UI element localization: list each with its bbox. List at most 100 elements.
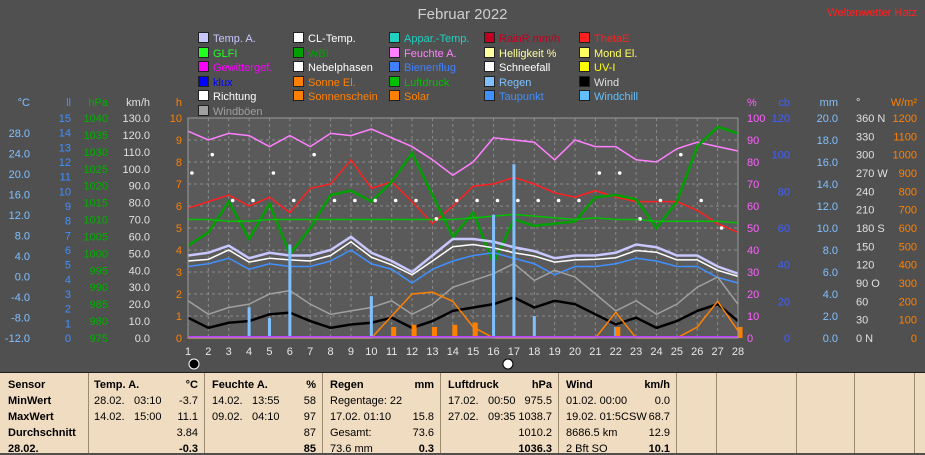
legend-swatch — [293, 61, 304, 72]
legend-label: ThetaE — [594, 33, 630, 45]
axis-tick-label: 90 O — [856, 278, 880, 290]
legend-swatch — [579, 32, 590, 43]
axis-tick-label: 60 — [856, 296, 868, 308]
legend-label: Schneefall — [499, 62, 551, 74]
temp-now: -0.3 — [179, 443, 198, 455]
x-tick-label: 18 — [528, 346, 540, 358]
axis-unit-label: h — [176, 97, 182, 109]
legend-item: Windböen — [198, 104, 263, 118]
bar-regen — [369, 296, 373, 338]
axis-tick-label: 5 — [65, 260, 71, 272]
axis-tick-label: -4.0 — [11, 292, 30, 304]
point-richtung — [597, 171, 602, 175]
legend-swatch — [579, 90, 590, 101]
axis-tick-label: 100 — [747, 113, 765, 125]
axis-tick-label: 70.0 — [129, 215, 150, 227]
legend-swatch — [484, 90, 495, 101]
axis-tick-label: 130.0 — [122, 113, 150, 125]
legend-label: Gewittergef. — [213, 62, 273, 74]
legend-item: CL-Temp. — [293, 32, 356, 45]
legend-label: Appar.-Temp. — [404, 33, 470, 45]
axis-tick-label: 0 N — [856, 333, 873, 345]
axis-tick-label: 1100 — [893, 131, 917, 143]
axis-unit-label: mm — [820, 97, 838, 109]
axis-tick-label: 3 — [176, 267, 182, 279]
plot-frame — [187, 117, 739, 339]
bar-sonnenschein — [391, 327, 397, 338]
axis-tick-label: 14 — [59, 128, 71, 140]
axis-tick-label: 30.0 — [129, 282, 150, 294]
axis-tick-label: 50 — [747, 223, 759, 235]
axis-tick-label: 80.0 — [129, 198, 150, 210]
legend-label: Bienenflug — [404, 62, 456, 74]
axis-tick-label: 0.0 — [135, 333, 150, 345]
line-wind — [187, 296, 739, 330]
line-windb-en — [187, 262, 739, 316]
druck-min-time: 00:50 — [488, 395, 516, 407]
axis-unit-label: ° — [856, 97, 860, 109]
legend-label: Feuchte A. — [404, 47, 457, 60]
axis-tick-label: 18.0 — [817, 135, 838, 147]
regen-unit: mm — [414, 379, 434, 391]
x-tick-label: 23 — [630, 346, 642, 358]
legend-label: RainR mm/h — [499, 33, 561, 45]
axis-tick-label: 1 — [65, 318, 71, 330]
axis-tick-label: 985 — [90, 299, 108, 311]
x-tick-label: 7 — [307, 346, 313, 358]
axis-tick-label: 20.0 — [9, 169, 30, 181]
legend-item: RainR mm/h — [484, 32, 560, 45]
axis-tick-label: 270 W — [856, 168, 888, 180]
axis-tick-label: 150 — [856, 241, 874, 253]
axis-tick-label: 16.0 — [817, 157, 838, 169]
point-richtung — [454, 198, 459, 203]
axis-tick-label: 900 — [899, 168, 917, 180]
legend-label: Sonnenschein — [308, 91, 378, 103]
axis-tick-label: 60 — [747, 201, 759, 213]
col-sensor: Sensor MinWert MaxWert Durchschnitt 28.0… — [0, 373, 89, 455]
legend-swatch — [579, 46, 590, 58]
bar-sonnenschein — [452, 324, 458, 338]
axis-tick-label: 240 — [856, 186, 874, 198]
axis-tick-label: 980 — [90, 316, 108, 328]
temp-max-value: 11.1 — [177, 411, 198, 423]
axis-tick-label: 60.0 — [129, 231, 150, 243]
temp-max-time: 15:00 — [134, 411, 162, 423]
legend-label: GLFI — [213, 47, 238, 60]
bar-sonnenschein — [431, 327, 437, 338]
wind-unit: km/h — [644, 379, 670, 391]
druck-max-date: 27.02. — [448, 411, 479, 423]
axis-tick-label: 120 — [856, 260, 874, 272]
druck-min-value: 975.5 — [524, 395, 552, 407]
legend-item: GLFI — [198, 46, 238, 60]
axis-unit-label: km/h — [126, 97, 150, 109]
legend-item: Appar.-Temp. — [389, 32, 469, 45]
point-richtung — [210, 152, 215, 157]
legend-item: Gewittergef. — [198, 61, 272, 74]
legend-label: Nebelphasen — [308, 62, 373, 74]
col-temp: Temp. A. °C 28.02. 03:10 -3.7 14.02. 15:… — [88, 373, 205, 455]
legend-item: Sonne El. — [293, 75, 356, 89]
axis-tick-label: 800 — [899, 186, 917, 198]
temp-head: Temp. A. — [94, 379, 140, 391]
line-temp-a- — [187, 235, 739, 275]
legend-swatch — [198, 90, 209, 101]
bar-sonnenschein — [615, 327, 621, 338]
col-empty-4 — [854, 373, 915, 453]
regen-total-value: 73.6 — [412, 427, 434, 439]
point-richtung — [577, 198, 581, 203]
axis-tick-label: 13 — [59, 142, 71, 154]
legend-label: Taupunkt — [499, 91, 544, 103]
x-tick-label: 24 — [650, 346, 662, 358]
feuchte-max-time: 04:10 — [252, 411, 280, 423]
x-tick-label: 25 — [671, 346, 683, 358]
axis-tick-label: 0 — [911, 333, 917, 345]
legend-label: Windchill — [594, 91, 639, 103]
wind-head: Wind — [566, 379, 593, 391]
point-richtung — [556, 198, 561, 203]
regen-max-value: 15.8 — [412, 411, 434, 423]
x-tick-label: 6 — [287, 346, 293, 358]
legend-label: CL-Temp. — [308, 33, 356, 45]
axis-tick-label: 0.0 — [823, 333, 838, 345]
moon-new-icon — [188, 358, 200, 370]
legend-label: Luftdruck — [404, 76, 450, 89]
